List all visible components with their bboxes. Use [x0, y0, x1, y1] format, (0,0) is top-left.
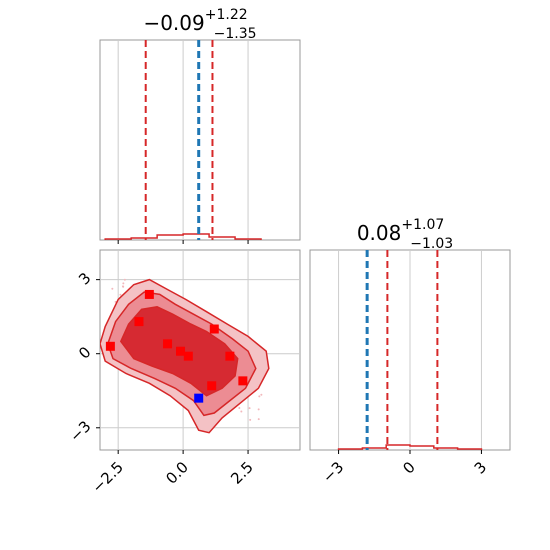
sample-point: [238, 406, 241, 409]
sample-point: [123, 278, 126, 281]
sample-point: [257, 418, 260, 421]
blue-marker: [194, 393, 204, 403]
sample-point: [240, 410, 243, 413]
red-marker: [183, 351, 193, 361]
sample-point: [119, 293, 122, 296]
panel-top-left: −0.09+1.22 −1.35: [99, 7, 301, 244]
sample-point: [260, 393, 263, 396]
red-marker: [238, 376, 248, 386]
sample-point: [257, 408, 260, 411]
panel-top-left-title-minus: −1.35: [214, 26, 257, 42]
panel-top-left-grid: [117, 40, 249, 244]
red-marker: [209, 324, 219, 334]
panel-bottom-left: −2.5 0.0 2.5 −3 0 3: [66, 249, 301, 497]
panel-bottom-right-title-plus: +1.07: [401, 217, 444, 233]
panel-bottom-right-xticks: −3 0 3: [319, 450, 490, 486]
red-marker: [134, 317, 144, 327]
panel-top-left-title: −0.09+1.22 −1.35: [143, 7, 256, 42]
x-tick-label: −3: [319, 458, 347, 486]
sample-point: [111, 287, 114, 290]
sample-point: [249, 418, 252, 421]
panel-bottom-right-title-minus: −1.03: [410, 236, 453, 252]
sample-point: [258, 395, 261, 398]
red-marker: [176, 346, 186, 356]
panel-bottom-right-histogram: [337, 444, 483, 450]
panel-bottom-right-title: 0.08+1.07 −1.03: [357, 217, 453, 252]
red-marker: [105, 341, 115, 351]
panel-bottom-left-xticks: −2.5 0.0 2.5: [89, 450, 257, 497]
sample-point: [122, 282, 125, 285]
x-tick-label: −2.5: [89, 458, 127, 496]
panel-bottom-left-markers: [105, 289, 248, 403]
panel-bottom-left-yticks: −3 0 3: [66, 269, 100, 446]
panel-top-left-title-plus: +1.22: [205, 7, 248, 23]
y-tick-label: 3: [75, 269, 94, 288]
sample-point: [248, 407, 251, 410]
histogram-step: [104, 233, 262, 240]
red-marker: [207, 381, 217, 391]
red-marker: [163, 339, 173, 349]
x-tick-label: 0.0: [162, 458, 192, 488]
panel-top-left-title-value: −0.09: [143, 11, 204, 35]
y-tick-label: 0: [75, 343, 94, 362]
panel-top-left-histogram: [104, 233, 262, 240]
panel-bottom-right: −3 0 3 0.08+1.07 −1.03: [309, 217, 511, 486]
red-marker: [225, 351, 235, 361]
panel-bottom-right-grid: [338, 250, 482, 450]
x-tick-label: 2.5: [227, 458, 257, 488]
sample-point: [121, 285, 124, 288]
y-tick-label: −3: [66, 417, 94, 445]
red-marker: [144, 289, 154, 299]
x-tick-label: 3: [471, 458, 490, 477]
panel-top-left-lines: [144, 40, 214, 240]
panel-bottom-right-lines: [365, 250, 439, 450]
histogram-step: [337, 444, 483, 450]
x-tick-label: 0: [399, 458, 418, 477]
panel-bottom-right-title-value: 0.08: [357, 221, 402, 245]
